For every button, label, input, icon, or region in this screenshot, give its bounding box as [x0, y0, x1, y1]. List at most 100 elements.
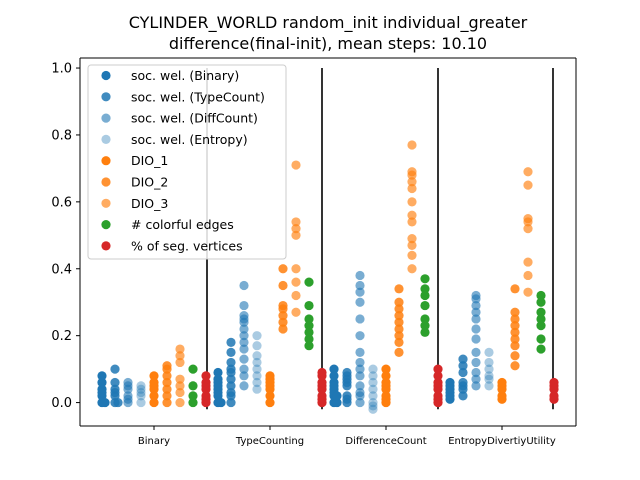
- data-point-series-7-group-4: [523, 270, 533, 281]
- data-point-series-1-group-2: [216, 397, 226, 408]
- data-point-series-5-group-2: [265, 391, 275, 401]
- legend-entry-label: soc. wel. (DiffCount): [131, 111, 258, 126]
- data-point-series-6-group-4: [510, 314, 520, 324]
- data-point-series-8-group-1: [188, 391, 198, 401]
- data-point-series-6-group-1: [162, 361, 172, 371]
- data-point-series-2-group-4: [458, 361, 468, 371]
- data-point-series-7-group-4: [523, 224, 533, 234]
- data-point-series-7-group-3: [407, 183, 417, 194]
- data-point-series-3-group-4: [471, 290, 481, 301]
- data-point-series-7-group-1: [175, 351, 185, 361]
- data-point-series-3-group-1: [123, 377, 133, 388]
- data-point-series-7-group-2: [291, 277, 301, 287]
- data-point-series-3-group-3: [355, 297, 365, 307]
- data-point-series-7-group-4: [523, 257, 533, 267]
- data-point-series-7-group-1: [175, 374, 185, 384]
- data-point-series-9-group-2: [317, 391, 327, 401]
- x-tick-label: EntropyDivertiyUtility: [448, 436, 556, 447]
- data-point-series-3-group-2: [239, 381, 249, 391]
- data-point-series-2-group-3: [342, 394, 352, 404]
- data-point-series-1-group-3: [329, 371, 339, 381]
- data-point-series-1-group-2: [213, 367, 223, 378]
- data-point-series-7-group-3: [407, 140, 417, 150]
- data-point-series-1-group-3: [332, 397, 342, 408]
- legend-marker: [101, 198, 111, 208]
- data-point-series-7-group-3: [407, 197, 417, 207]
- data-point-series-6-group-4: [510, 307, 520, 317]
- data-point-series-9-group-1: [201, 391, 211, 401]
- data-point-series-9-group-2: [317, 367, 327, 378]
- data-point-series-2-group-2: [226, 381, 236, 391]
- data-point-series-2-group-1: [110, 377, 120, 388]
- data-point-series-3-group-2: [239, 337, 249, 347]
- y-tick-label: 0.8: [51, 128, 72, 143]
- data-point-series-9-group-3: [433, 377, 443, 388]
- data-point-series-3-group-4: [471, 357, 481, 368]
- data-point-series-4-group-2: [252, 364, 262, 374]
- data-point-series-2-group-4: [458, 367, 468, 378]
- y-tick-label: 0.0: [51, 396, 72, 411]
- data-point-series-4-group-3: [368, 377, 378, 388]
- data-point-series-3-group-4: [471, 381, 481, 391]
- legend-entry-label: % of seg. vertices: [131, 238, 243, 253]
- data-point-series-6-group-3: [394, 297, 404, 307]
- data-point-series-7-group-3: [407, 210, 417, 220]
- data-point-series-9-group-1: [201, 377, 211, 388]
- data-point-series-6-group-4: [510, 327, 520, 337]
- data-point-series-8-group-2: [304, 321, 314, 331]
- data-point-series-2-group-1: [113, 397, 123, 408]
- data-point-series-6-group-4: [510, 334, 520, 344]
- data-point-series-7-group-2: [291, 160, 301, 170]
- data-point-series-3-group-4: [471, 324, 481, 334]
- data-point-series-6-group-3: [394, 347, 404, 357]
- data-point-series-4-group-1: [136, 397, 146, 408]
- data-point-series-9-group-3: [433, 371, 443, 381]
- data-point-series-4-group-3: [368, 391, 378, 401]
- data-point-series-7-group-2: [291, 217, 301, 227]
- data-point-series-8-group-1: [188, 381, 198, 391]
- data-point-series-3-group-3: [355, 371, 365, 381]
- data-point-series-3-group-4: [471, 314, 481, 324]
- data-point-series-3-group-2: [239, 311, 249, 321]
- y-tick-label: 0.4: [51, 262, 72, 277]
- data-point-series-1-group-2: [213, 374, 223, 384]
- data-point-series-8-group-3: [420, 327, 430, 337]
- data-point-series-8-group-4: [536, 297, 546, 307]
- data-point-series-9-group-3: [433, 391, 443, 401]
- data-point-series-8-group-2: [304, 314, 314, 324]
- data-point-series-3-group-3: [355, 381, 365, 391]
- legend-entry-label: DIO_2: [131, 175, 168, 190]
- legend-marker: [101, 156, 111, 166]
- data-point-series-6-group-2: [278, 264, 288, 274]
- data-point-series-4-group-2: [252, 384, 262, 394]
- data-point-series-9-group-1: [201, 371, 211, 381]
- legend-marker: [101, 113, 111, 123]
- data-point-series-3-group-2: [239, 324, 249, 334]
- data-point-series-4-group-1: [136, 391, 146, 401]
- data-point-series-8-group-4: [536, 334, 546, 344]
- data-point-series-3-group-3: [355, 397, 365, 408]
- data-point-series-8-group-1: [188, 364, 198, 374]
- data-point-series-7-group-1: [175, 357, 185, 368]
- data-point-series-8-group-3: [420, 321, 430, 331]
- legend-marker: [101, 241, 111, 251]
- data-point-series-4-group-3: [368, 371, 378, 381]
- data-point-series-2-group-4: [458, 381, 468, 391]
- data-point-series-1-group-3: [329, 364, 339, 374]
- data-point-series-3-group-2: [239, 300, 249, 311]
- data-point-series-8-group-2: [304, 334, 314, 344]
- y-tick-label: 0.2: [51, 329, 72, 344]
- data-point-series-3-group-2: [239, 371, 249, 381]
- data-point-series-8-group-3: [420, 290, 430, 301]
- data-point-series-8-group-3: [420, 314, 430, 324]
- data-point-series-2-group-2: [226, 364, 236, 374]
- legend-marker: [101, 92, 111, 102]
- data-point-series-7-group-3: [407, 240, 417, 250]
- data-point-series-8-group-4: [536, 307, 546, 317]
- legend-marker: [101, 220, 111, 230]
- data-point-series-6-group-1: [162, 397, 172, 408]
- data-point-series-9-group-4: [549, 377, 559, 388]
- data-point-series-3-group-3: [355, 387, 365, 398]
- legend-marker: [101, 177, 111, 187]
- data-point-series-7-group-2: [291, 307, 301, 317]
